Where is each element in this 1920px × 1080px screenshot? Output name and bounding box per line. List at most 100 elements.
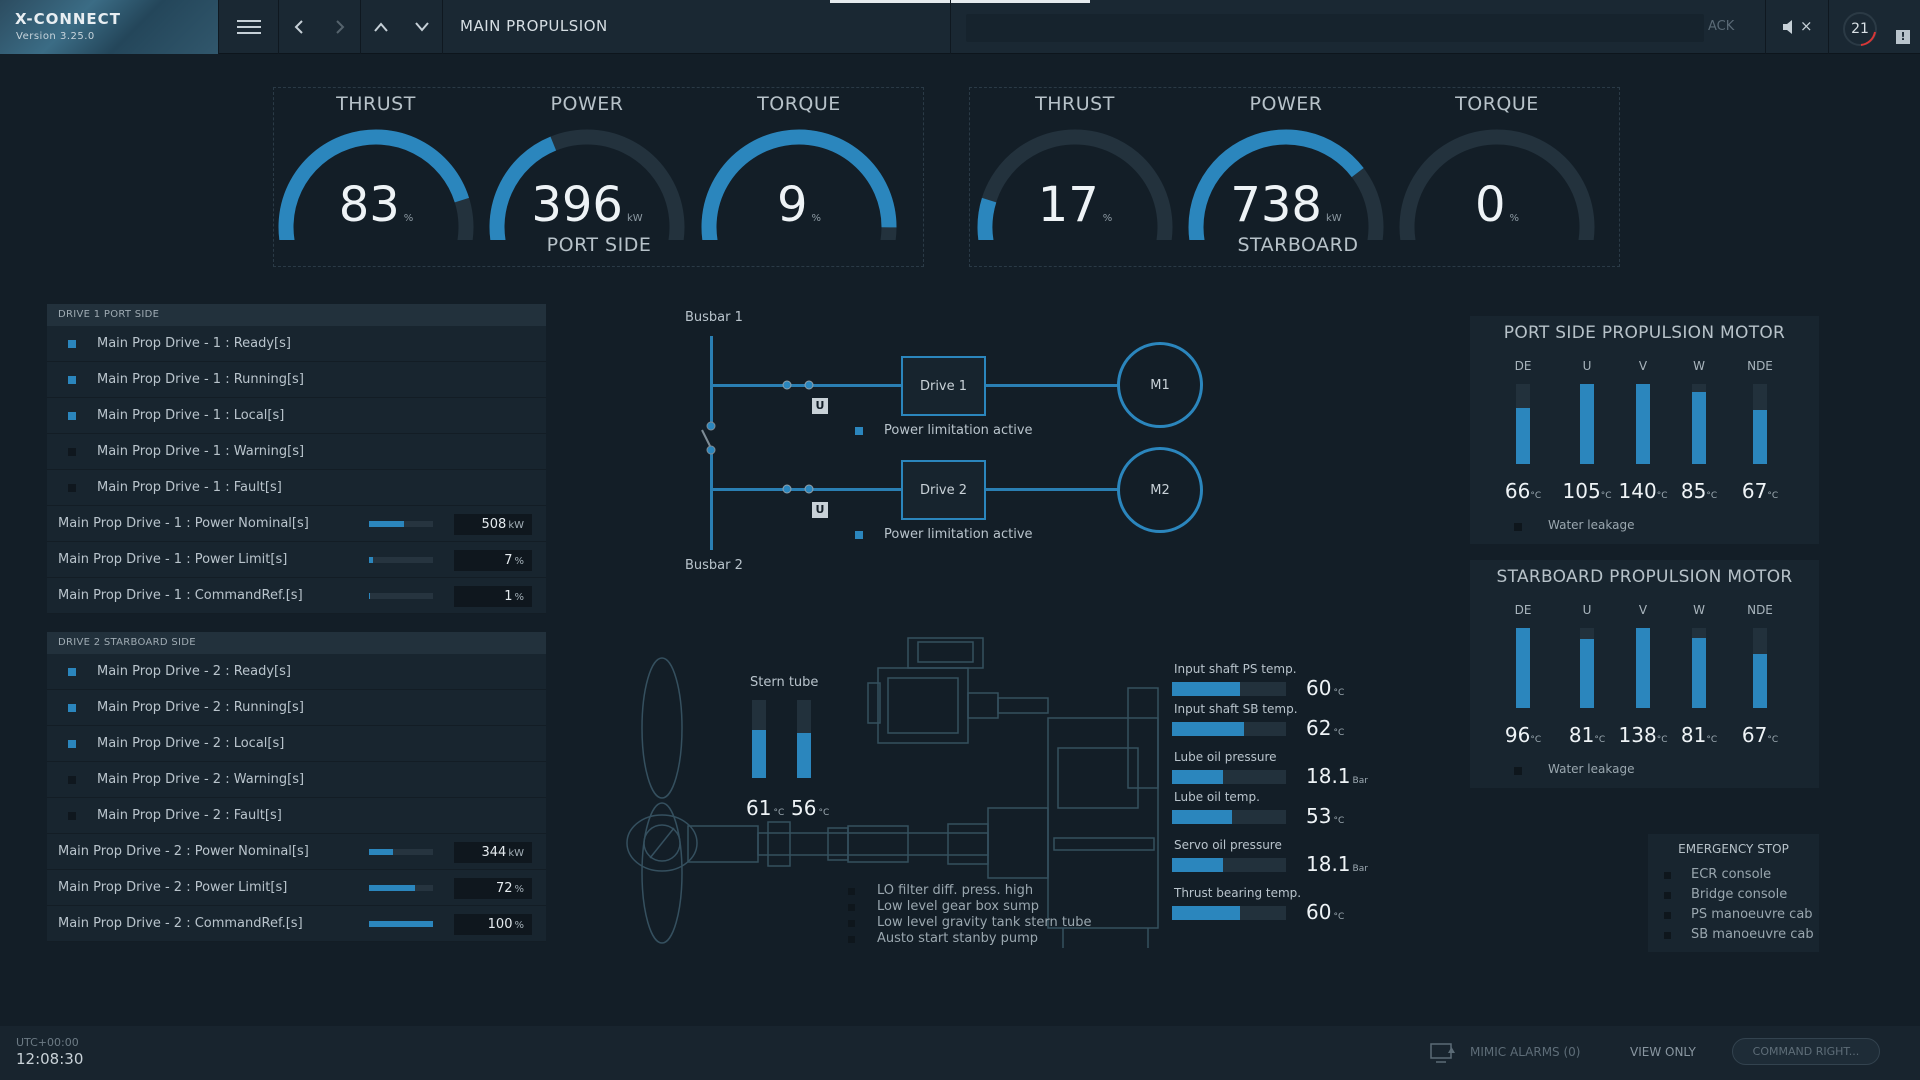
gauge-fill	[489, 136, 557, 240]
temp-unit: °C	[1706, 735, 1718, 745]
water-leak-indicator	[1514, 523, 1522, 531]
value-unit: %	[514, 920, 524, 931]
gauge-number: 738	[1230, 177, 1322, 233]
motor-col-label: W	[1693, 603, 1705, 617]
gauge-unit: %	[811, 213, 822, 224]
temp-number: 85	[1680, 479, 1707, 503]
temp-unit: °C	[1656, 735, 1668, 745]
busbar1-line	[710, 336, 713, 428]
gauge-number: 83	[338, 177, 400, 233]
status-label: Main Prop Drive - 1 : Warning[s]	[97, 444, 305, 459]
chevron-down-icon	[415, 22, 429, 32]
alarm-count[interactable]: 21	[1843, 12, 1877, 46]
motor-col-label: W	[1693, 359, 1705, 373]
down-button[interactable]	[402, 0, 442, 54]
gauge-unit: %	[1102, 213, 1113, 224]
gauge-number: 9	[776, 177, 808, 233]
mimic-alarms-button[interactable]: MIMIC ALARMS (0)	[1470, 1045, 1581, 1059]
up-button[interactable]	[361, 0, 401, 54]
drive2-panel: DRIVE 2 STARBOARD SIDE Main Prop Drive -…	[47, 632, 546, 942]
motor-temp-fill	[1580, 384, 1594, 464]
estop-item: PS manoeuvre cab	[1691, 907, 1813, 922]
motor-col-label: DE	[1514, 359, 1532, 373]
starboard-gauge-thrust: THRUST 17%	[975, 90, 1175, 240]
value-bar-fill	[369, 885, 416, 891]
stern-tube-bar	[797, 700, 811, 778]
value-row: Main Prop Drive - 2 : Power Nominal[s] 34…	[47, 834, 546, 870]
page-title: MAIN PROPULSION	[460, 17, 608, 35]
status-indicator	[68, 340, 76, 348]
motor-temp-fill	[1753, 653, 1767, 708]
chevron-up-icon	[374, 22, 388, 32]
breaker2[interactable]	[778, 480, 818, 498]
temp-number: 105	[1562, 479, 1601, 503]
alarm-bar[interactable]	[966, 14, 1704, 42]
value-bar-fill	[369, 557, 374, 563]
estop-indicator	[1664, 892, 1671, 899]
gearbox-label: Lube oil pressure	[1174, 750, 1277, 764]
gearbox-number: 18.1	[1306, 852, 1351, 876]
value-number: 508	[481, 517, 507, 532]
chevron-left-icon	[294, 20, 303, 34]
motor-temp-value: 96°C	[1493, 723, 1553, 747]
drive2-box[interactable]: Drive 2	[901, 460, 986, 520]
motor-temp-value: 67°C	[1730, 723, 1790, 747]
value-bar-fill	[369, 849, 393, 855]
gauge-label: TORQUE	[757, 93, 841, 115]
menu-button[interactable]	[229, 0, 269, 54]
gauge-arc	[977, 129, 1173, 240]
gauge-label: THRUST	[1035, 93, 1115, 115]
estop-item: ECR console	[1691, 867, 1772, 882]
timezone: UTC+00:00	[16, 1036, 79, 1049]
alarm-item: Low level gear box sump	[877, 899, 1040, 914]
gauge-unit: %	[1509, 213, 1520, 224]
bus-tie-switch[interactable]	[696, 420, 720, 456]
temp-number: 66	[1504, 479, 1531, 503]
temp-number: 140	[1618, 479, 1657, 503]
gearbox-bar-fill	[1172, 906, 1241, 920]
drive2-rows: Main Prop Drive - 2 : Ready[s] Main Prop …	[47, 654, 546, 942]
stern-tube-fill	[752, 729, 766, 778]
motor-temp-fill	[1636, 628, 1650, 708]
motor2-circle[interactable]: M2	[1117, 447, 1203, 533]
motor-temp-value: 67°C	[1730, 479, 1790, 503]
value-box: 1%	[454, 586, 532, 607]
value-unit: %	[514, 592, 524, 603]
forward-button[interactable]	[320, 0, 360, 54]
ack-button[interactable]: ACK	[1708, 19, 1735, 34]
value-box: 344 kW	[454, 842, 532, 863]
limit2-indicator	[855, 531, 863, 539]
port-gauge-power: POWER 396 kW	[487, 90, 687, 240]
status-label: Main Prop Drive - 2 : Ready[s]	[97, 664, 291, 679]
status-row: Main Prop Drive - 2 : Fault[s]	[47, 798, 546, 834]
divider	[1828, 0, 1829, 54]
status-row: Main Prop Drive - 2 : Running[s]	[47, 690, 546, 726]
alarm-indicator	[848, 920, 855, 927]
status-row: Main Prop Drive - 2 : Ready[s]	[47, 654, 546, 690]
back-button[interactable]	[279, 0, 319, 54]
gearbox-value: 60 °C	[1306, 676, 1344, 700]
breaker1[interactable]	[778, 376, 818, 394]
motor-temp-value: 81°C	[1557, 723, 1617, 747]
motor1-circle[interactable]: M1	[1117, 342, 1203, 428]
gauge-number: 396	[531, 177, 623, 233]
gearbox-number: 53	[1306, 804, 1332, 828]
gauge-label: POWER	[1249, 93, 1323, 115]
temp-unit: °C	[818, 808, 830, 818]
warning-icon[interactable]: !	[1896, 30, 1910, 44]
mute-button[interactable]: ×	[1780, 16, 1814, 38]
status-row: Main Prop Drive - 1 : Fault[s]	[47, 470, 546, 506]
gearbox-bar	[1172, 770, 1286, 784]
motor-temp-fill	[1692, 392, 1706, 464]
emergency-stop-title: EMERGENCY STOP	[1678, 842, 1789, 856]
drive1-box[interactable]: Drive 1	[901, 356, 986, 416]
value-row: Main Prop Drive - 1 : Power Limit[s] 7%	[47, 542, 546, 578]
gearbox-label: Lube oil temp.	[1174, 790, 1260, 804]
motor-temp-fill	[1692, 637, 1706, 708]
divider	[278, 0, 279, 54]
temp-number: 96	[1504, 723, 1531, 747]
temp-number: 67	[1741, 723, 1768, 747]
gearbox-number: 60	[1306, 676, 1332, 700]
gauge-number: 17	[1037, 177, 1099, 233]
command-right-button[interactable]: COMMAND RIGHT...	[1732, 1038, 1880, 1065]
